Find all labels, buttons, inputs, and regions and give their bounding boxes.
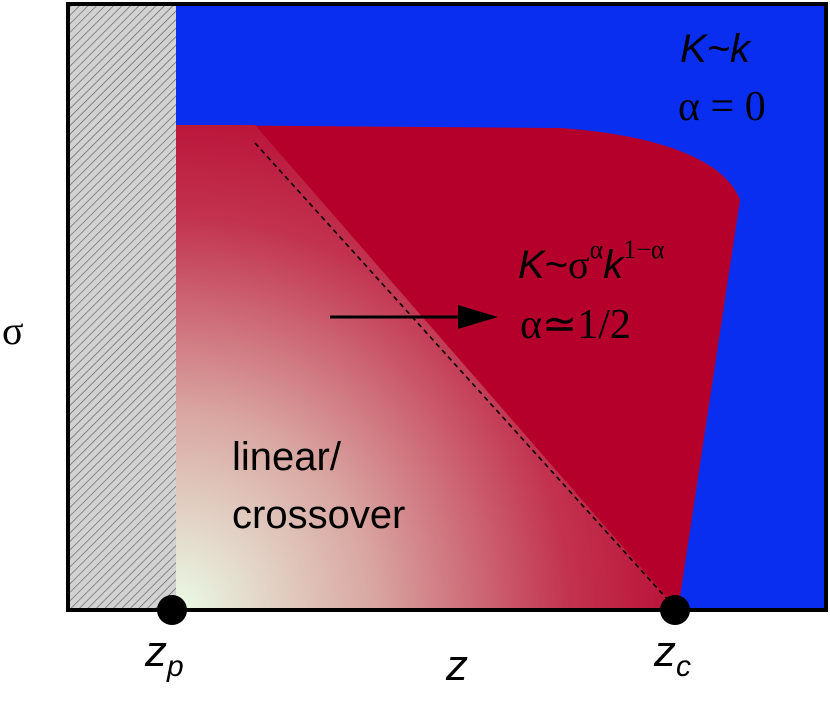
- linear-label-line2: crossover: [232, 493, 405, 537]
- point-zc: [660, 595, 690, 625]
- hatched-region: [68, 4, 176, 610]
- point-zp: [157, 595, 187, 625]
- arrow-head-icon: [458, 305, 498, 329]
- dashed-boundary-line: [254, 142, 669, 601]
- red-region-formula: K~σαk1−α: [518, 235, 665, 287]
- y-axis-label: σ: [2, 308, 24, 353]
- label-zp: zp: [144, 627, 184, 683]
- red-region-alpha: α≃1/2: [520, 302, 631, 348]
- linear-crossover-region: [176, 125, 678, 610]
- label-zc: zc: [653, 627, 691, 683]
- linear-label-line1: linear/: [232, 435, 342, 479]
- x-axis-label: z: [445, 641, 468, 690]
- blue-region-alpha: α = 0: [678, 84, 766, 130]
- plot-frame: [66, 2, 828, 612]
- blue-region-formula: K~k: [680, 27, 752, 71]
